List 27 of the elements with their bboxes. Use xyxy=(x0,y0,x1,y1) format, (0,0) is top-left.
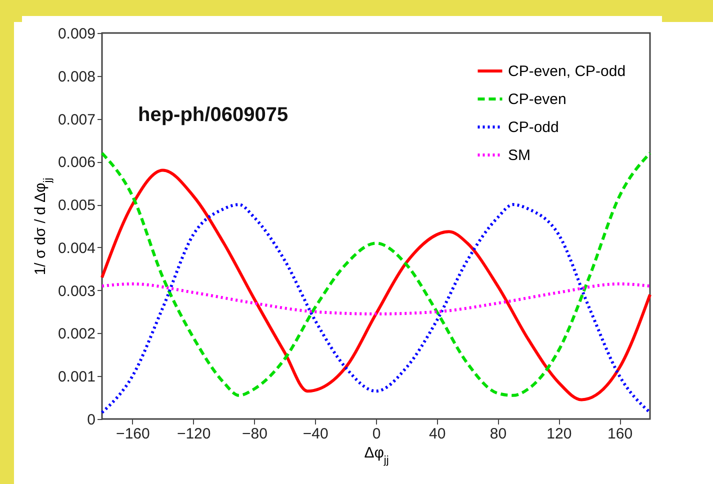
x-axis-title: Δφ$_{jj}$ xyxy=(364,444,389,466)
y-tick-label: 0.004 xyxy=(58,240,96,257)
x-tick-label: −40 xyxy=(302,426,328,442)
x-tick-label: −160 xyxy=(116,426,150,442)
y-tick-label: 0.006 xyxy=(58,154,96,172)
annotation: hep-ph/0609075 xyxy=(138,104,288,126)
x-tick-label: 160 xyxy=(608,426,633,442)
x-tick-label: 40 xyxy=(429,426,446,442)
legend-label: CP-even, CP-odd xyxy=(508,63,626,80)
x-tick-label: −80 xyxy=(242,426,268,442)
x-tick-label: 80 xyxy=(490,426,507,442)
x-tick-label: −120 xyxy=(176,426,211,442)
y-tick-label: 0.001 xyxy=(58,368,96,386)
legend-label: SM xyxy=(508,147,530,164)
legend-label: CP-odd xyxy=(508,119,559,136)
line-series xyxy=(100,282,652,316)
legend-label: CP-even xyxy=(508,91,566,108)
y-tick-label: 0.002 xyxy=(58,326,96,343)
y-tick-label: 0.009 xyxy=(58,26,96,42)
y-tick-label: 0.005 xyxy=(58,197,96,214)
y-tick-label: 0 xyxy=(87,412,96,428)
line-series xyxy=(100,203,652,414)
x-tick-label: 120 xyxy=(546,426,572,442)
x-tick-label: 0 xyxy=(372,426,381,442)
y-tick-label: 0.003 xyxy=(58,282,96,300)
y-tick-label: 0.008 xyxy=(58,68,96,86)
y-tick-label: 0.007 xyxy=(58,111,96,128)
